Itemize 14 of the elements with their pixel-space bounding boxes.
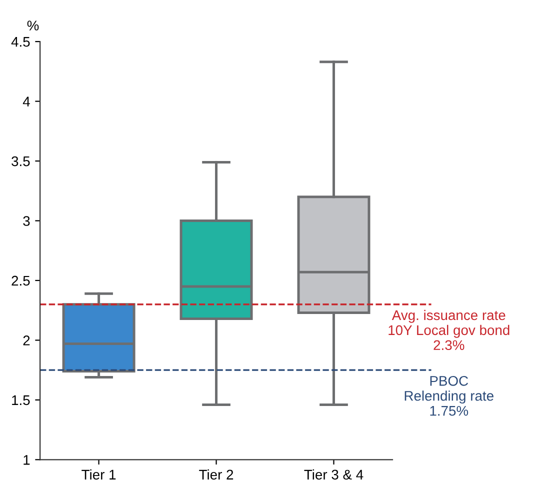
ref-line-label: PBOC Relending rate 1.75% bbox=[404, 376, 494, 416]
x-tick-label: Tier 2 bbox=[199, 469, 234, 480]
y-tick-label: 2.5 bbox=[12, 276, 30, 286]
ref-line-label: Avg. issuance rate 10Y Local gov bond 2.3% bbox=[388, 310, 510, 350]
x-tick-label: Tier 3 & 4 bbox=[304, 469, 364, 480]
y-tick-label: 4 bbox=[22, 96, 30, 106]
y-tick-label: 4.5 bbox=[11, 37, 30, 47]
y-tick-label: 1.5 bbox=[12, 395, 30, 406]
y-tick-label: 2 bbox=[23, 336, 30, 346]
y-tick-label: 3.5 bbox=[12, 156, 30, 166]
y-axis-title: % bbox=[27, 20, 39, 30]
y-tick-label: 1 bbox=[24, 455, 30, 465]
x-tick-label: Tier 1 bbox=[82, 469, 116, 480]
y-tick-label: 3 bbox=[23, 216, 30, 226]
